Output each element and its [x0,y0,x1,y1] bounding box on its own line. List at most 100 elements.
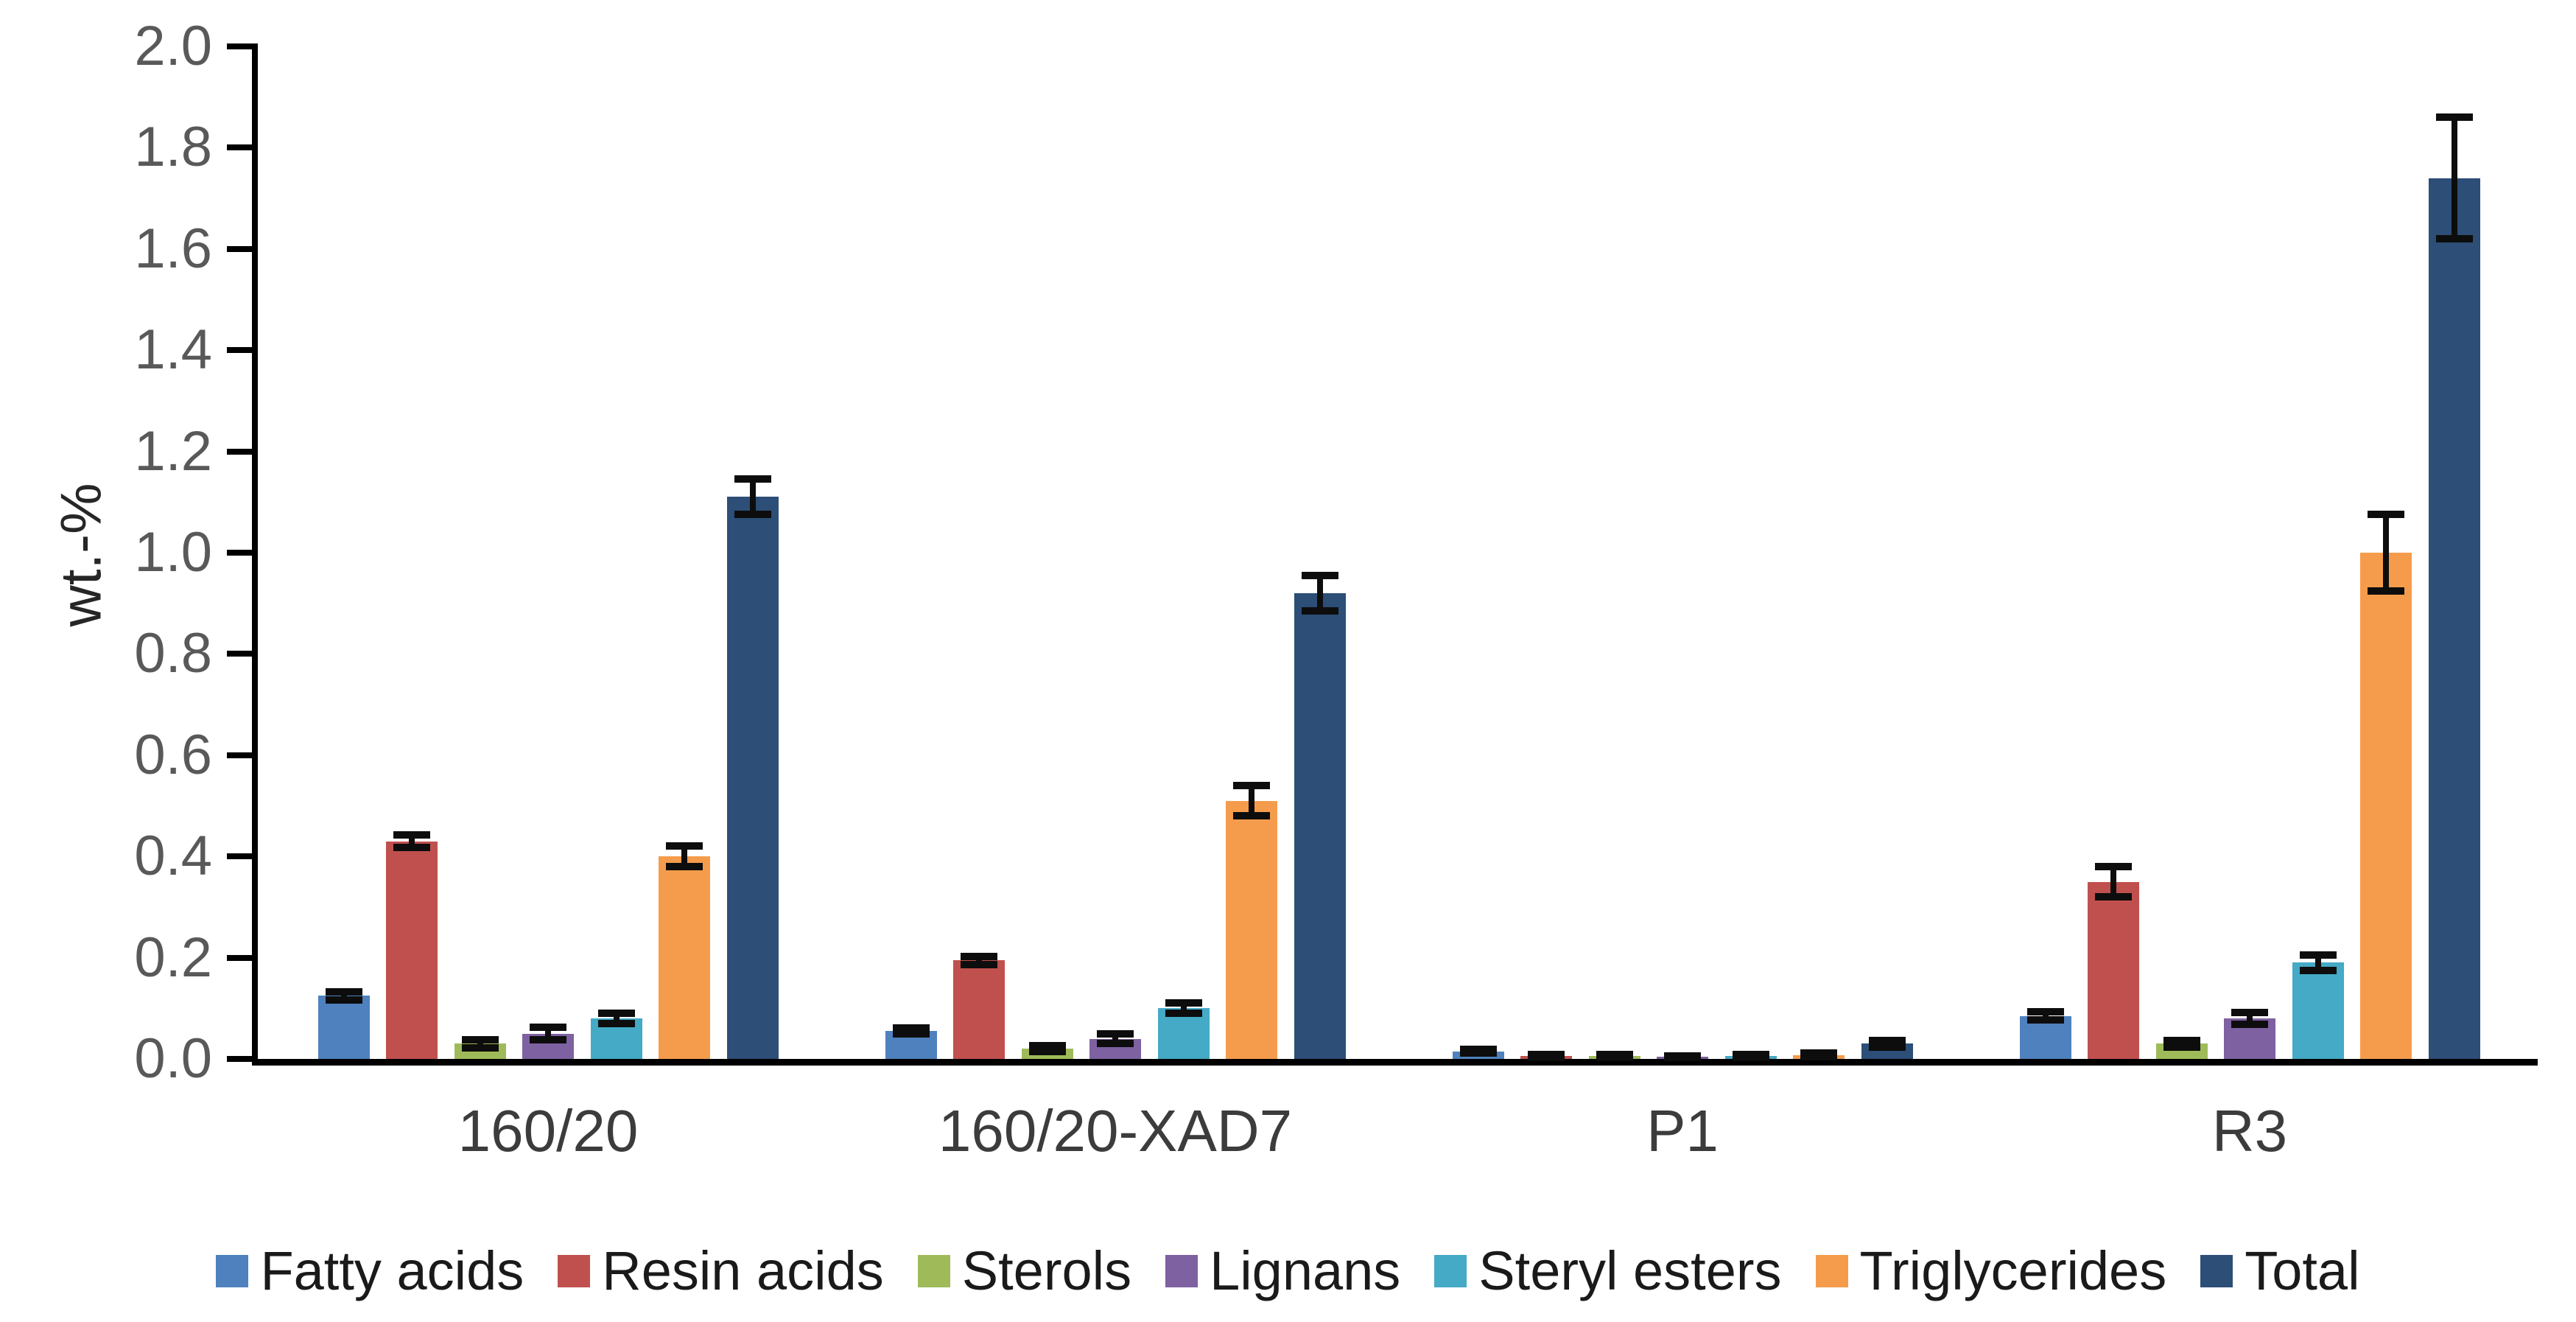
error-bar-fatty-acids-r3-cap-top [2026,1008,2064,1016]
x-label-160-20: 160/20 [457,1098,639,1164]
error-bar-resin-acids-160-20-xad7-cap-bottom [961,960,997,968]
error-bar-fatty-acids-r3-line [2042,1012,2049,1021]
bar-total-r3 [2428,178,2480,1059]
error-bar-steryl-esters-160-20-xad7-line [1180,1003,1187,1014]
error-bar-lignans-r3-cap-bottom [2231,1021,2268,1029]
legend-label-steryl-esters: Steryl esters [1478,1240,1782,1301]
error-bar-total-160-20-xad7-cap-top [1301,571,1338,579]
legend-label-fatty-acids: Fatty acids [260,1240,524,1301]
error-bar-steryl-esters-160-20-cap-top [597,1010,635,1018]
legend-label-triglycerides: Triglycerides [1859,1240,2167,1301]
y-tick-0-2 [227,954,252,961]
y-tick-1-6 [227,245,252,252]
error-bar-triglycerides-160-20-xad7-cap-bottom [1233,812,1270,820]
error-bar-sterols-160-20-cap-bottom [461,1043,499,1052]
error-bar-sterols-160-20-xad7-cap-top [1028,1042,1066,1050]
legend-item-triglycerides: Triglycerides [1815,1240,2167,1301]
error-bar-total-r3-line [2451,117,2457,239]
y-tick-1-0 [227,550,252,556]
bar-steryl-esters-r3 [2292,962,2344,1059]
error-bar-total-160-20-line [749,479,756,515]
y-tick-1-8 [227,144,252,151]
error-bar-lignans-p1-cap-bottom [1664,1054,1701,1061]
y-tick-0-0 [227,1056,252,1062]
bar-resin-acids-160-20-xad7 [953,960,1005,1059]
legend: Fatty acids Resin acids Sterols Lignans Ster… [0,1244,2576,1298]
x-label-p1: P1 [1646,1098,1719,1164]
error-bar-triglycerides-160-20-xad7-cap-top [1233,782,1270,790]
error-bar-resin-acids-p1-cap-bottom [1528,1053,1565,1061]
error-bar-fatty-acids-160-20-cap-bottom [325,996,362,1004]
error-bar-lignans-160-20-xad7-cap-bottom [1097,1040,1134,1048]
error-bar-sterols-160-20-cap-top [461,1035,499,1043]
error-bar-triglycerides-p1-cap-bottom [1800,1053,1837,1061]
error-bar-resin-acids-160-20-xad7-line [976,956,982,965]
error-bar-sterols-p1-cap-bottom [1596,1053,1633,1061]
error-bar-resin-acids-160-20-xad7-cap-top [961,952,997,960]
error-bar-lignans-r3-cap-top [2231,1008,2268,1016]
error-bar-triglycerides-160-20-line [681,846,687,867]
y-tick-label-1-8: 1.8 [134,116,212,179]
bar-total-160-20-xad7 [1294,592,1346,1059]
error-bar-total-160-20-xad7-line [1316,575,1323,611]
y-tick-label-0-0: 0.0 [134,1027,212,1090]
error-bar-steryl-esters-r3-line [2314,955,2321,970]
error-bar-sterols-r3-cap-top [2163,1037,2200,1045]
error-bar-triglycerides-r3-cap-top [2368,511,2404,519]
legend-item-steryl-esters: Steryl esters [1434,1240,1782,1301]
y-tick-label-0-4: 0.4 [134,825,212,888]
error-bar-fatty-acids-p1-cap-bottom [1459,1049,1497,1057]
legend-label-total: Total [2245,1240,2360,1301]
bar-triglycerides-160-20-xad7 [1226,800,1277,1059]
y-tick-label-0-6: 0.6 [134,723,212,786]
error-bar-lignans-160-20-line [545,1027,551,1040]
bar-total-160-20 [726,497,779,1059]
y-tick-0-4 [227,853,252,860]
error-bar-steryl-esters-160-20-line [613,1013,620,1024]
error-bar-fatty-acids-160-20-xad7-cap-top [892,1024,930,1032]
legend-item-resin-acids: Resin acids [558,1244,884,1298]
y-tick-label-2-0: 2.0 [134,15,212,77]
x-axis-line [252,1059,2538,1066]
error-bar-fatty-acids-p1-cap-top [1459,1045,1497,1053]
error-bar-fatty-acids-160-20-xad7-cap-bottom [892,1030,930,1038]
y-tick-label-0-8: 0.8 [134,622,212,685]
y-tick-0-6 [227,752,252,758]
error-bar-triglycerides-p1-cap-top [1800,1049,1837,1057]
y-tick-1-4 [227,347,252,354]
error-bar-triglycerides-r3-line [2383,514,2389,591]
legend-item-fatty-acids: Fatty acids [216,1244,524,1298]
error-bar-steryl-esters-160-20-xad7-cap-bottom [1165,1010,1202,1018]
y-tick-label-1-2: 1.2 [134,419,212,483]
bar-resin-acids-160-20 [386,841,438,1059]
y-tick-2-0 [227,43,252,49]
error-bar-fatty-acids-r3-cap-bottom [2026,1016,2064,1024]
legend-swatch-sterols [917,1255,950,1287]
error-bar-total-160-20-xad7-cap-bottom [1301,607,1338,615]
error-bar-sterols-160-20-line [477,1039,483,1048]
y-tick-label-1-0: 1.0 [134,521,212,584]
error-bar-sterols-160-20-xad7-cap-bottom [1028,1048,1066,1056]
error-bar-total-r3-cap-bottom [2435,235,2473,243]
error-bar-triglycerides-160-20-xad7-line [1249,786,1254,816]
error-bar-resin-acids-160-20-cap-top [393,831,430,839]
error-bar-resin-acids-160-20-cap-bottom [393,843,430,851]
x-label-r3: R3 [2211,1098,2288,1164]
legend-swatch-total [2200,1255,2233,1287]
legend-item-lignans: Lignans [1165,1244,1400,1298]
error-bar-resin-acids-r3-cap-top [2095,862,2132,870]
error-bar-lignans-160-20-cap-top [530,1024,566,1032]
error-bar-total-160-20-cap-top [734,475,771,483]
y-tick-0-8 [227,651,252,657]
legend-swatch-resin-acids [558,1255,591,1287]
bar-triglycerides-160-20 [659,856,710,1059]
x-label-160-20-xad7: 160/20-XAD7 [938,1098,1293,1164]
error-bar-total-p1-cap-top [1868,1037,1906,1045]
error-bar-resin-acids-160-20-line [409,835,415,847]
legend-item-total: Total [2200,1240,2360,1301]
bar-triglycerides-r3 [2360,553,2412,1059]
legend-swatch-steryl-esters [1434,1255,1467,1287]
error-bar-triglycerides-160-20-cap-top [666,842,703,850]
legend-label-resin-acids: Resin acids [602,1240,884,1301]
